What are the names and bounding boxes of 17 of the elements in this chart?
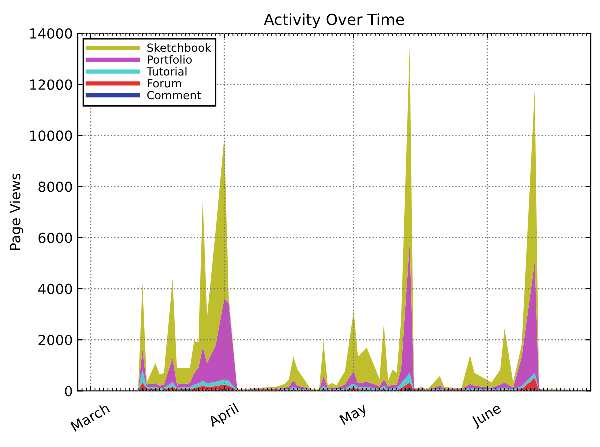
y-tick-label: 10000: [30, 130, 72, 142]
chart-title: Activity Over Time: [264, 14, 404, 28]
y-tick-label: 4000: [38, 284, 72, 294]
y-tick-label: 8000: [38, 182, 72, 192]
y-tick-label: 6000: [38, 232, 72, 244]
legend-label: Comment: [148, 91, 202, 100]
x-tick-label: June: [470, 402, 504, 430]
legend-label: Portfolio: [148, 55, 192, 64]
y-tick-label: 14000: [30, 28, 72, 39]
x-tick-label: May: [340, 402, 370, 428]
legend-label: Forum: [148, 79, 182, 88]
y-axis-title: Page Views: [10, 174, 24, 250]
y-tick-label: 2000: [38, 335, 72, 346]
y-tick-label: 0: [65, 386, 72, 397]
legend-label: Sketchbook: [148, 44, 212, 52]
y-tick-label: 12000: [30, 80, 72, 90]
legend-label: Tutorial: [146, 67, 187, 76]
